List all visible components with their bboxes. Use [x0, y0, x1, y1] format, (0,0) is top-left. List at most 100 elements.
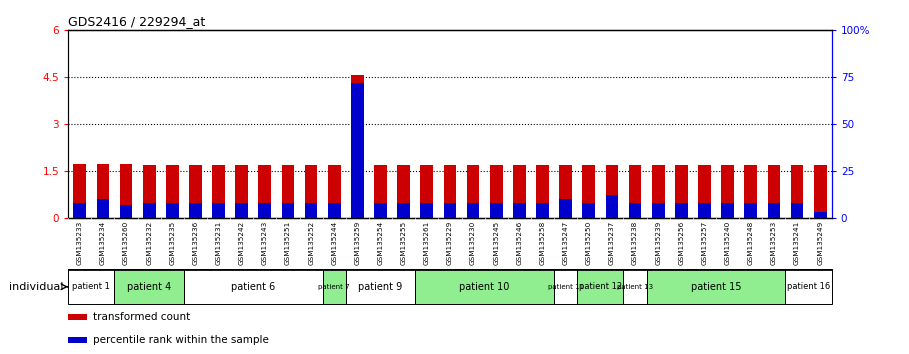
Bar	[744, 165, 757, 218]
Bar	[605, 195, 618, 218]
Bar	[351, 82, 364, 218]
Bar	[166, 165, 179, 218]
Text: GSM135255: GSM135255	[401, 220, 406, 264]
Text: GDS2416 / 229294_at: GDS2416 / 229294_at	[68, 15, 205, 28]
Text: patient 4: patient 4	[127, 282, 171, 292]
Bar	[652, 203, 664, 218]
Bar	[96, 199, 109, 218]
Bar	[305, 203, 317, 218]
Bar	[68, 314, 87, 320]
Bar	[513, 165, 525, 218]
Bar	[375, 203, 387, 218]
Bar	[189, 165, 202, 218]
Text: GSM135232: GSM135232	[146, 220, 152, 264]
Text: patient 15: patient 15	[691, 282, 742, 292]
Text: GSM135261: GSM135261	[424, 220, 430, 264]
Bar	[68, 269, 115, 304]
Bar	[328, 203, 341, 218]
Text: GSM135234: GSM135234	[100, 220, 105, 264]
Text: GSM135243: GSM135243	[262, 220, 268, 264]
Bar	[785, 269, 832, 304]
Text: GSM135238: GSM135238	[632, 220, 638, 264]
Text: GSM135254: GSM135254	[377, 220, 384, 264]
Bar	[351, 75, 364, 218]
Bar	[323, 269, 345, 304]
Bar	[143, 203, 155, 218]
Bar	[721, 165, 734, 218]
Text: patient 9: patient 9	[358, 282, 403, 292]
Bar	[120, 205, 133, 218]
Bar	[629, 165, 642, 218]
Text: GSM135244: GSM135244	[331, 220, 337, 264]
Text: GSM135235: GSM135235	[169, 220, 175, 264]
Text: GSM135249: GSM135249	[817, 220, 824, 264]
Text: GSM135252: GSM135252	[308, 220, 315, 264]
Bar	[74, 164, 86, 218]
Bar	[559, 165, 572, 218]
Bar	[652, 165, 664, 218]
Text: GSM135231: GSM135231	[215, 220, 222, 264]
Bar	[791, 203, 804, 218]
Bar	[466, 203, 479, 218]
Bar	[698, 203, 711, 218]
Text: GSM135242: GSM135242	[239, 220, 245, 264]
Bar	[605, 165, 618, 218]
Bar	[397, 203, 410, 218]
Bar	[421, 165, 434, 218]
Text: GSM135260: GSM135260	[123, 220, 129, 264]
Text: patient 7: patient 7	[318, 284, 350, 290]
Bar	[536, 203, 549, 218]
Bar	[258, 165, 271, 218]
Text: patient 16: patient 16	[787, 282, 830, 291]
Bar	[513, 203, 525, 218]
Text: GSM135237: GSM135237	[609, 220, 614, 264]
Text: individual: individual	[9, 282, 64, 292]
Bar	[698, 165, 711, 218]
Bar	[120, 164, 133, 218]
Bar	[646, 269, 785, 304]
Bar	[814, 165, 826, 218]
Text: percentile rank within the sample: percentile rank within the sample	[93, 335, 268, 345]
Bar	[282, 203, 295, 218]
Bar	[466, 165, 479, 218]
Text: GSM135229: GSM135229	[447, 220, 453, 264]
Text: GSM135236: GSM135236	[193, 220, 198, 264]
Text: GSM135233: GSM135233	[76, 220, 83, 264]
Bar	[305, 165, 317, 218]
Bar	[74, 203, 86, 218]
Bar	[767, 165, 780, 218]
Bar	[345, 269, 415, 304]
Bar	[624, 269, 646, 304]
Text: GSM135257: GSM135257	[702, 220, 707, 264]
Bar	[444, 165, 456, 218]
Bar	[328, 165, 341, 218]
Text: GSM135250: GSM135250	[585, 220, 592, 264]
Bar	[415, 269, 554, 304]
Text: GSM135239: GSM135239	[655, 220, 661, 264]
Bar	[675, 203, 688, 218]
Text: patient 1: patient 1	[73, 282, 110, 291]
Text: transformed count: transformed count	[93, 312, 190, 322]
Text: GSM135230: GSM135230	[470, 220, 476, 264]
Bar	[814, 212, 826, 218]
Bar	[375, 165, 387, 218]
Bar	[115, 269, 184, 304]
Text: patient 11: patient 11	[547, 284, 584, 290]
Bar	[235, 203, 248, 218]
Bar	[629, 203, 642, 218]
Bar	[258, 203, 271, 218]
Bar	[212, 203, 225, 218]
Text: GSM135258: GSM135258	[540, 220, 545, 264]
Bar	[444, 203, 456, 218]
Bar	[235, 165, 248, 218]
Text: GSM135241: GSM135241	[794, 220, 800, 264]
Text: GSM135247: GSM135247	[563, 220, 569, 264]
Bar	[184, 269, 323, 304]
Text: GSM135248: GSM135248	[748, 220, 754, 264]
Text: GSM135253: GSM135253	[771, 220, 777, 264]
Bar	[559, 199, 572, 218]
Bar	[189, 203, 202, 218]
Bar	[536, 165, 549, 218]
Text: GSM135246: GSM135246	[516, 220, 523, 264]
Text: patient 6: patient 6	[231, 282, 275, 292]
